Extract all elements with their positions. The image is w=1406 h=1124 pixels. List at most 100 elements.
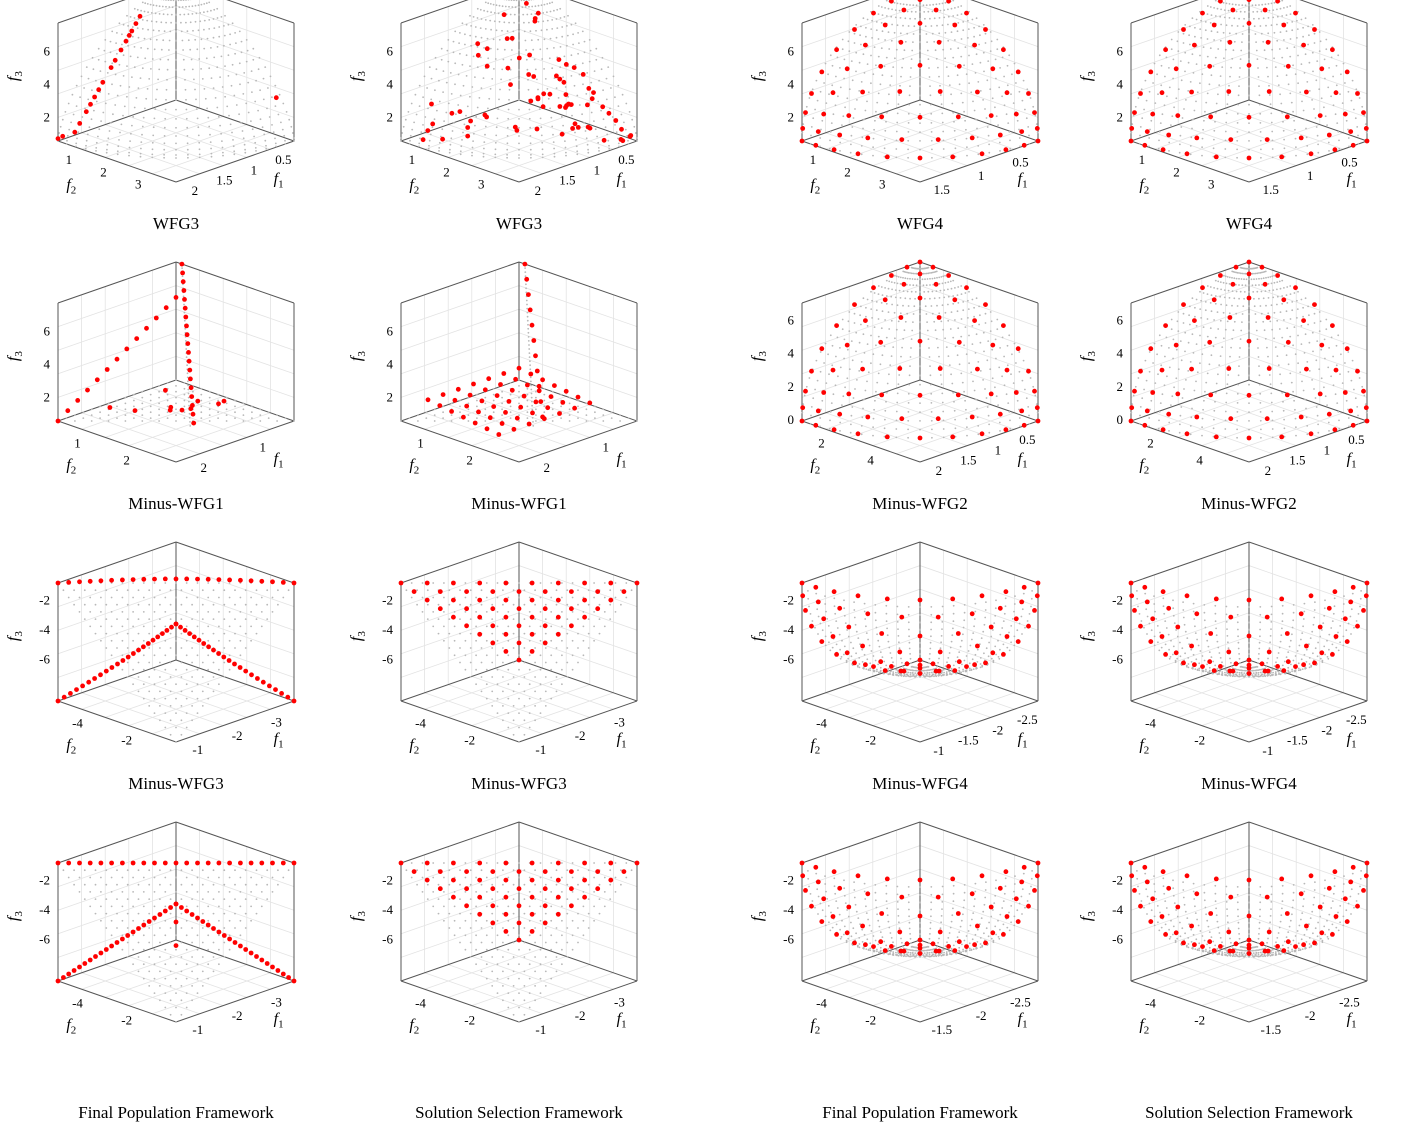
x-tick-label: 1 (259, 439, 266, 454)
front-point (472, 16, 475, 18)
z-tick-label: 4 (1117, 346, 1124, 361)
front-point (544, 705, 547, 707)
front-point (861, 136, 864, 139)
front-point (150, 68, 152, 70)
front-point (906, 10, 909, 13)
front-point (1160, 364, 1163, 367)
front-point (151, 141, 154, 144)
front-point (154, 12, 157, 15)
front-point (593, 120, 595, 122)
front-point (951, 382, 954, 385)
data-point (449, 409, 454, 414)
front-point (283, 134, 286, 137)
front-point (862, 333, 865, 336)
front-point (175, 148, 177, 151)
front-point (926, 41, 928, 43)
front-point (1303, 352, 1306, 354)
front-point (225, 414, 228, 416)
front-point (1285, 310, 1288, 313)
front-point (812, 397, 815, 400)
data-point (1293, 10, 1298, 16)
front-point (159, 647, 161, 649)
front-point (942, 139, 945, 142)
front-point (1189, 43, 1191, 46)
data-point (917, 155, 923, 161)
front-point (530, 13, 533, 16)
front-point (1011, 353, 1013, 356)
front-point (941, 401, 944, 404)
front-point (225, 408, 228, 411)
grid-line (105, 116, 224, 158)
front-point (625, 102, 628, 105)
front-point (432, 611, 435, 613)
data-point (1211, 22, 1217, 28)
front-point (485, 582, 488, 584)
front-point (1149, 128, 1151, 131)
y-tick-label: 2 (1147, 435, 1154, 450)
front-point (1204, 309, 1207, 312)
data-point (160, 631, 165, 636)
front-point (880, 286, 883, 288)
front-point (881, 74, 884, 77)
front-point (185, 582, 188, 584)
front-point (1034, 394, 1037, 397)
front-point (105, 603, 108, 606)
front-point (503, 48, 506, 51)
front-point (866, 63, 869, 65)
front-point (180, 618, 183, 620)
front-point (268, 116, 271, 118)
front-point (217, 417, 220, 419)
front-point (459, 603, 461, 606)
front-point (561, 654, 563, 657)
front-point (872, 434, 874, 437)
front-point (234, 411, 236, 414)
front-point (850, 143, 852, 146)
data-point (917, 20, 923, 26)
front-point (909, 4, 911, 6)
front-point (112, 113, 114, 116)
front-point (535, 396, 537, 399)
front-point (1132, 114, 1135, 117)
front-point (432, 582, 435, 584)
front-point (255, 618, 258, 620)
grid-line (81, 412, 200, 455)
front-point (293, 420, 295, 422)
front-point (1210, 310, 1213, 313)
front-point (291, 132, 294, 134)
front-point (919, 103, 921, 106)
front-point (596, 135, 598, 138)
front-point (450, 414, 453, 416)
data-point (917, 62, 923, 68)
front-point (1233, 297, 1236, 300)
front-point (75, 145, 77, 148)
front-point (137, 661, 140, 664)
front-point (186, 135, 189, 137)
front-point (521, 6, 524, 9)
front-point (991, 97, 994, 100)
front-point (485, 697, 488, 700)
front-point (1248, 122, 1250, 124)
front-point (140, 9, 143, 12)
front-point (200, 393, 203, 396)
data-point (243, 668, 249, 674)
front-point (1258, 297, 1260, 300)
front-point (104, 102, 107, 105)
front-point (153, 654, 156, 657)
front-point (191, 5, 194, 8)
z-tick-label: 2 (788, 109, 795, 124)
x-tick-label: 1 (1324, 442, 1331, 457)
front-point (851, 126, 854, 128)
front-point (260, 625, 263, 628)
front-point (496, 611, 499, 613)
front-point (121, 668, 124, 671)
front-point (208, 1, 211, 4)
front-point (476, 393, 478, 396)
front-point (860, 25, 862, 28)
data-point (1200, 285, 1205, 291)
front-point (149, 399, 152, 402)
front-point (467, 396, 470, 399)
front-point (85, 139, 88, 142)
data-point (182, 297, 187, 302)
front-point (175, 154, 177, 156)
front-point (877, 92, 880, 95)
